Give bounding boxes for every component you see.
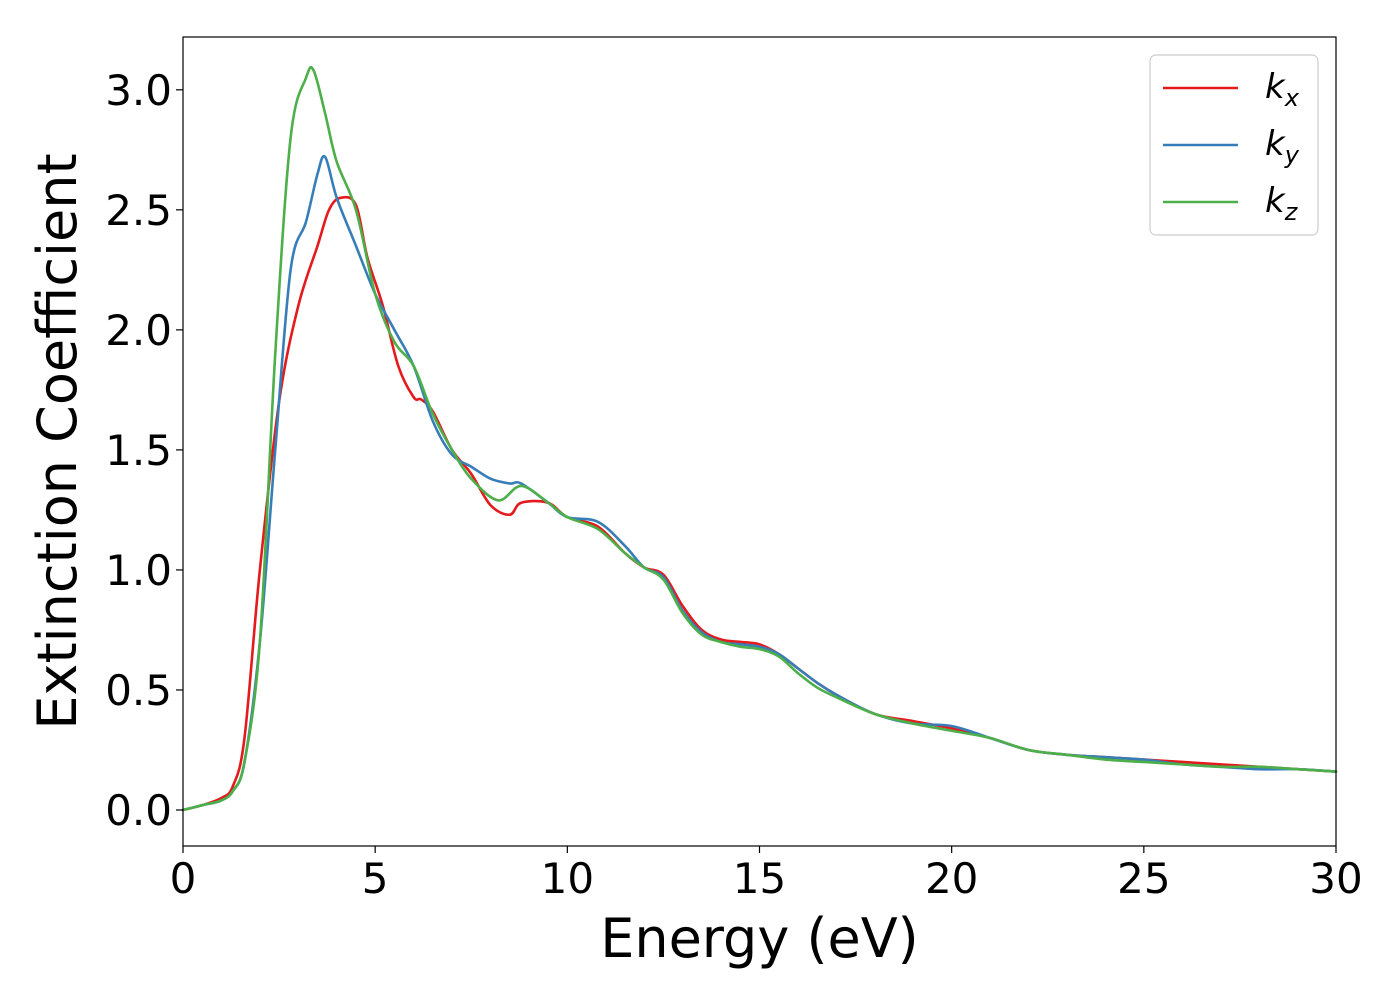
series-group	[181, 65, 1338, 812]
y-axis-label: Extinction Coefficient	[26, 153, 89, 729]
legend-items: kx ky kz	[1163, 67, 1300, 226]
y-tick-label: 1.0	[105, 546, 172, 595]
x-axis-ticks: 0 5 10 15 20 25 30	[170, 846, 1363, 903]
y-axis-ticks: 0.0 0.5 1.0 1.5 2.0 2.5 3.0	[105, 66, 183, 835]
y-tick-label: 2.5	[105, 186, 172, 235]
legend-label-z: kz	[1265, 181, 1299, 226]
y-tick-label: 0.0	[105, 786, 172, 835]
series-line-z	[181, 65, 1338, 812]
y-tick-label: 2.0	[105, 306, 172, 355]
y-tick-label: 1.5	[105, 426, 172, 475]
y-tick-label: 3.0	[105, 66, 172, 115]
x-tick-label: 5	[362, 854, 389, 903]
legend: kx ky kz	[1149, 54, 1319, 236]
x-tick-label: 15	[733, 854, 786, 903]
x-tick-label: 0	[170, 854, 197, 903]
legend-label-x: kx	[1265, 67, 1300, 112]
plot-frame	[182, 36, 1337, 847]
x-tick-label: 10	[541, 854, 594, 903]
legend-label-y: ky	[1265, 124, 1300, 169]
x-tick-label: 30	[1309, 854, 1362, 903]
x-tick-label: 25	[1117, 854, 1170, 903]
y-tick-label: 0.5	[105, 666, 172, 715]
x-axis-label: Energy (eV)	[600, 907, 919, 970]
x-tick-label: 20	[925, 854, 978, 903]
